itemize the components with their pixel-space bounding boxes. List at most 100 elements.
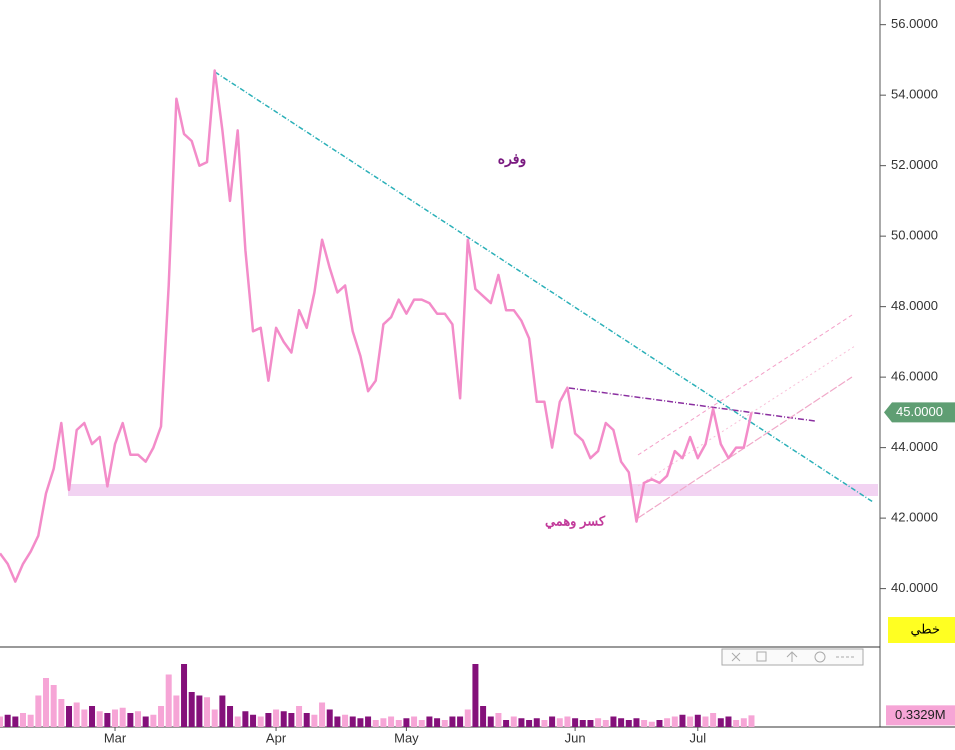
volume-bar (303, 713, 310, 727)
volume-bar (334, 716, 341, 727)
volume-bar (733, 720, 740, 727)
channel-line (637, 345, 856, 487)
volume-bar (227, 706, 234, 727)
volume-bar (464, 709, 471, 727)
volume-bar (602, 720, 609, 727)
volume-bar (127, 713, 134, 727)
y-tick-label: 56.0000 (891, 16, 938, 31)
annotation: وفره (498, 151, 527, 168)
volume-bar (242, 711, 249, 727)
volume-bar (664, 718, 671, 727)
volume-bar (20, 713, 27, 727)
volume-bar (250, 714, 257, 727)
max-icon[interactable] (756, 651, 767, 662)
volume-bar (27, 714, 34, 727)
volume-bar (472, 664, 479, 727)
volume-bar (257, 716, 264, 727)
x-tick-label: Apr (266, 730, 287, 745)
toolbar (721, 648, 864, 666)
volume-bar (694, 714, 701, 727)
y-tick-label: 42.0000 (891, 510, 938, 525)
y-tick-label: 50.0000 (891, 228, 938, 243)
volume-bar (418, 720, 425, 727)
volume-bar (403, 718, 410, 727)
volume-bar (89, 706, 96, 727)
y-tick-label: 48.0000 (891, 298, 938, 313)
volume-bar (165, 674, 172, 727)
volume-bar (710, 713, 717, 727)
volume-bar (211, 709, 218, 727)
volume-bar (0, 716, 3, 727)
style-label[interactable]: خطي (910, 621, 940, 636)
volume-bar (625, 720, 632, 727)
y-tick-label: 46.0000 (891, 369, 938, 384)
volume-bar (4, 714, 11, 727)
volume-bar (73, 702, 80, 727)
volume-bar (188, 692, 195, 727)
x-tick-label: Jun (565, 730, 586, 745)
settings-icon[interactable] (814, 651, 826, 663)
volume-bar (541, 720, 548, 727)
volume-bar (572, 718, 579, 727)
volume-bar (503, 720, 510, 727)
volume-bar (633, 718, 640, 727)
volume-bar (380, 718, 387, 727)
x-tick-label: Mar (104, 730, 127, 745)
volume-bar (717, 718, 724, 727)
volume-bar (702, 716, 709, 727)
volume-bar (411, 716, 418, 727)
volume-bar (533, 718, 540, 727)
up-icon[interactable] (786, 651, 798, 662)
volume-bar (564, 716, 571, 727)
volume-bar (426, 716, 433, 727)
volume-bar (526, 720, 533, 727)
volume-bar (319, 702, 326, 727)
volume-bar (595, 718, 602, 727)
volume-bar (395, 720, 402, 727)
volume-bar (273, 709, 280, 727)
volume-bar (12, 716, 19, 727)
volume-bar (687, 716, 694, 727)
volume-bar (748, 715, 755, 727)
volume-bar (579, 720, 586, 727)
volume-bar (288, 713, 295, 727)
volume-bar (142, 716, 149, 727)
volume-bar (296, 706, 303, 727)
volume-bar (449, 716, 456, 727)
volume-bar (135, 711, 142, 727)
volume-bar (173, 695, 180, 727)
y-tick-label: 40.0000 (891, 580, 938, 595)
volume-bar (648, 721, 655, 727)
volume-bar (219, 695, 226, 727)
volume-bar (35, 695, 42, 727)
trend-line (214, 71, 874, 503)
volume-bar (671, 716, 678, 727)
volume-bar (518, 718, 525, 727)
price-line (0, 69, 753, 583)
volume-bar (480, 706, 487, 727)
volume-bar (326, 709, 333, 727)
close-icon[interactable] (731, 652, 741, 662)
channel-line (637, 376, 853, 519)
volume-bar (104, 713, 111, 727)
y-tick-label: 52.0000 (891, 157, 938, 172)
last-volume-marker (886, 705, 955, 726)
volume-bar (112, 709, 119, 727)
volume-bar (58, 699, 65, 727)
volume-bar (365, 716, 372, 727)
style-button[interactable] (888, 617, 955, 643)
volume-bar (495, 713, 502, 727)
x-tick-label: May (394, 730, 419, 745)
volume-bar (556, 718, 563, 727)
volume-bar (181, 664, 188, 727)
volume-bar (441, 720, 448, 727)
volume-bar (349, 716, 356, 727)
volume-bar (150, 714, 157, 727)
volume-bar (510, 716, 517, 727)
volume-bar (656, 720, 663, 727)
volume-bar (196, 695, 203, 727)
volume-bar (158, 706, 165, 727)
volume-bar (311, 714, 318, 727)
